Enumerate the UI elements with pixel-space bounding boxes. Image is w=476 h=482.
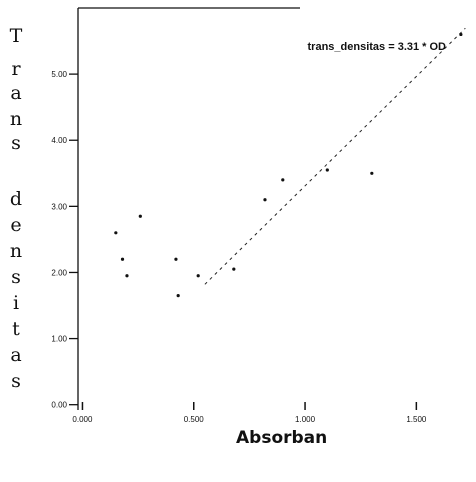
regression-equation: trans_densitas = 3.31 * OD bbox=[308, 41, 447, 53]
x-axis-label: Absorban bbox=[236, 428, 328, 448]
x-tick-label: 0.000 bbox=[72, 415, 93, 424]
data-point bbox=[138, 214, 142, 218]
y-axis-label-char: a bbox=[10, 344, 22, 366]
y-axis-label-char: d bbox=[9, 188, 23, 210]
x-tick-label: 1.000 bbox=[295, 415, 316, 424]
y-axis-label-char: s bbox=[11, 370, 21, 392]
data-point bbox=[232, 267, 236, 271]
y-axis-label-char: e bbox=[10, 214, 22, 236]
data-point bbox=[176, 294, 180, 298]
y-axis-label-char: s bbox=[11, 266, 21, 288]
y-axis-label-char: n bbox=[9, 108, 23, 130]
y-axis-label-char: s bbox=[11, 132, 21, 154]
regression-line bbox=[204, 27, 466, 285]
axes: 0.00 1.00 2.00 3.00 4.00 5.00 0.000 0.500 1.000 1… bbox=[51, 7, 427, 424]
data-point bbox=[370, 171, 374, 175]
x-tick-label: 1.500 bbox=[406, 415, 427, 424]
data-point bbox=[281, 178, 285, 182]
y-tick-label: 5.00 bbox=[51, 70, 67, 79]
y-axis-label-char: T bbox=[9, 25, 23, 47]
data-point bbox=[459, 32, 463, 37]
y-tick-label: 1.00 bbox=[51, 335, 67, 344]
y-axis-label-char: i bbox=[12, 292, 20, 314]
data-point bbox=[125, 274, 129, 278]
y-tick-label: 4.00 bbox=[51, 136, 67, 145]
y-axis-label-char: r bbox=[11, 58, 21, 80]
y-axis-label-char: n bbox=[9, 240, 23, 262]
y-tick-label: 3.00 bbox=[51, 202, 67, 211]
regression-line-group bbox=[204, 27, 466, 285]
data-point bbox=[120, 257, 125, 261]
data-point bbox=[325, 168, 329, 172]
data-points bbox=[114, 32, 463, 298]
data-point bbox=[174, 257, 178, 261]
data-point bbox=[114, 231, 118, 235]
y-tick-label: 2.00 bbox=[51, 268, 67, 277]
y-tick-label: 0.00 bbox=[51, 401, 67, 410]
x-tick-label: 0.500 bbox=[184, 415, 205, 424]
data-point bbox=[263, 198, 267, 202]
data-point bbox=[196, 274, 200, 278]
y-axis-label-char: t bbox=[12, 318, 20, 340]
y-axis-label-char: a bbox=[10, 82, 22, 104]
